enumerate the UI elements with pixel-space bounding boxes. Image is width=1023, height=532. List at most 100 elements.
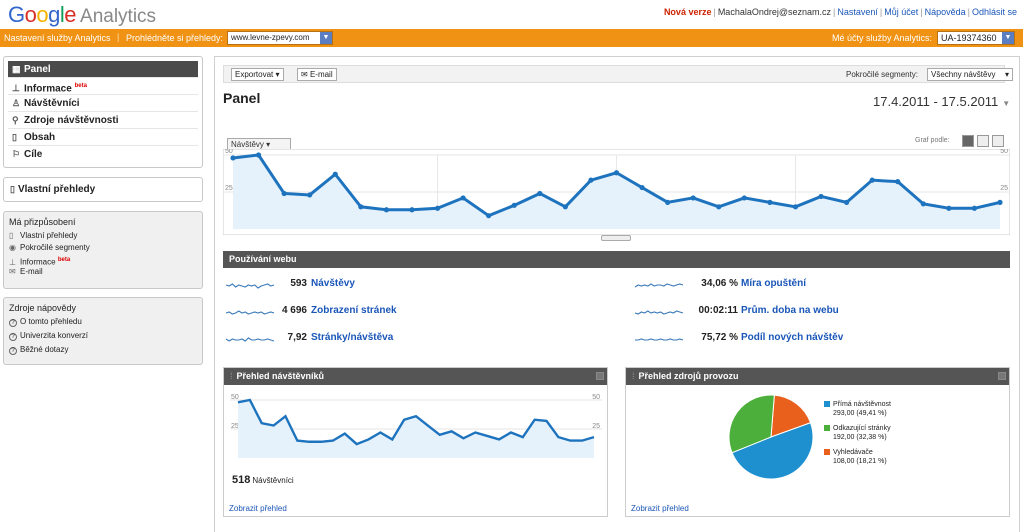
- area-fill: [238, 400, 594, 458]
- drag-grip-icon: ⁞: [230, 371, 233, 381]
- date-range-picker[interactable]: 17.4.2011 - 17.5.2011 ▼: [873, 94, 1010, 109]
- data-point[interactable]: [920, 201, 926, 207]
- graph-month-button[interactable]: [992, 135, 1004, 147]
- sidebar-item-traffic-sources[interactable]: ⚲ Zdroje návštěvnosti: [8, 112, 198, 129]
- widget-header[interactable]: ⁞ Přehled návštěvníků: [224, 368, 607, 385]
- sidebar-item-goals[interactable]: ⚐ Cíle: [8, 146, 198, 163]
- data-point[interactable]: [997, 199, 1003, 205]
- traffic-sources-widget: ⁞ Přehled zdrojů provozu Přímá návštěvnos…: [625, 367, 1010, 517]
- data-point[interactable]: [971, 205, 978, 211]
- sparkline: [225, 283, 275, 289]
- data-point[interactable]: [844, 199, 850, 205]
- metric-value: 34,06 %: [701, 278, 738, 289]
- metric-label-link[interactable]: Prům. doba na webu: [741, 305, 839, 316]
- help-about-report[interactable]: ? O tomto přehledu: [9, 316, 197, 328]
- metric-label-link[interactable]: Stránky/návštěva: [311, 332, 394, 343]
- data-point[interactable]: [230, 155, 236, 161]
- google-analytics-logo[interactable]: Google Analytics: [8, 2, 156, 28]
- graph-day-button[interactable]: [962, 135, 974, 147]
- account-select[interactable]: UA-19374360 ▼: [937, 31, 1015, 45]
- new-version-link[interactable]: Nová verze: [663, 7, 712, 17]
- data-point[interactable]: [741, 195, 747, 201]
- pie-slice[interactable]: [770, 394, 812, 438]
- chevron-down-icon: ▼: [1002, 99, 1011, 108]
- data-point[interactable]: [613, 170, 620, 176]
- service-settings-link[interactable]: Nastavení služby Analytics: [4, 33, 111, 43]
- data-point[interactable]: [767, 199, 773, 205]
- customization-email[interactable]: ✉ E-mail: [9, 266, 197, 278]
- data-point[interactable]: [434, 205, 441, 211]
- help-link[interactable]: Nápověda: [924, 7, 966, 17]
- metric-label-link[interactable]: Zobrazení stránek: [311, 305, 397, 316]
- legend-item: Přímá návštěvnost 293,00 (49,41 %): [824, 400, 891, 418]
- help-conversion-university[interactable]: ? Univerzita konverzí: [9, 330, 197, 342]
- question-icon: ?: [9, 319, 17, 327]
- help-resources-box: Zdroje nápovědy ? O tomto přehledu ? Unive…: [3, 297, 203, 365]
- data-point[interactable]: [537, 190, 543, 197]
- chart-resize-handle[interactable]: [601, 235, 631, 241]
- segments-select[interactable]: Všechny návštěvy ▾: [927, 68, 1013, 81]
- export-button[interactable]: Exportovat ▾: [231, 68, 284, 81]
- data-point[interactable]: [946, 205, 952, 211]
- legend-item: Odkazující stránky 192,00 (32,38 %): [824, 424, 891, 442]
- customization-advanced-segments[interactable]: ◉ Pokročilé segmenty: [9, 242, 197, 254]
- logout-link[interactable]: Odhlásit se: [971, 7, 1017, 17]
- sparkline-chart: [634, 310, 684, 315]
- data-point[interactable]: [486, 213, 492, 219]
- data-point[interactable]: [588, 177, 594, 183]
- customization-custom-reports[interactable]: ▯ Vlastní přehledy: [9, 230, 197, 242]
- data-point[interactable]: [383, 207, 389, 213]
- data-point[interactable]: [869, 177, 875, 183]
- report-icon: ▯: [9, 231, 14, 240]
- close-icon[interactable]: [998, 372, 1006, 380]
- pie-slice[interactable]: [728, 394, 775, 454]
- data-point[interactable]: [460, 195, 466, 201]
- my-account-link[interactable]: Můj účet: [884, 7, 919, 17]
- close-icon[interactable]: [596, 372, 604, 380]
- data-point[interactable]: [690, 195, 696, 201]
- content-icon: ▯: [12, 132, 17, 142]
- legend-value: 293,00 (49,41 %): [833, 410, 887, 417]
- data-point[interactable]: [639, 184, 645, 191]
- data-point[interactable]: [358, 204, 364, 210]
- data-point[interactable]: [562, 204, 568, 210]
- envelope-icon: ✉: [301, 70, 308, 79]
- data-point[interactable]: [409, 207, 415, 213]
- data-point[interactable]: [281, 190, 287, 197]
- y-tick-label: 50: [225, 149, 233, 155]
- question-icon: ?: [9, 333, 17, 341]
- pie-slice[interactable]: [731, 422, 814, 480]
- data-point[interactable]: [307, 192, 313, 198]
- help-faq[interactable]: ? Běžné dotazy: [9, 344, 197, 356]
- customization-intelligence[interactable]: ⊥ Informace beta: [9, 254, 197, 267]
- sidebar-item-content[interactable]: ▯ Obsah: [8, 129, 198, 146]
- legend-value: 192,00 (32,38 %): [833, 434, 887, 441]
- sidebar-item-visitors[interactable]: ♙ Návštěvníci: [8, 95, 198, 112]
- sidebar-item-informace[interactable]: ⊥ Informace beta: [8, 78, 198, 95]
- sidebar-item-panel[interactable]: ▦ Panel: [8, 61, 198, 78]
- data-point[interactable]: [511, 202, 517, 208]
- data-point[interactable]: [818, 193, 824, 200]
- custom-reports-link[interactable]: ▯ Vlastní přehledy: [3, 177, 203, 202]
- metric-label-link[interactable]: Míra opuštění: [741, 278, 807, 289]
- settings-link[interactable]: Nastavení: [837, 7, 878, 17]
- y-tick-label: 25: [1000, 185, 1008, 192]
- metric-label-link[interactable]: Návštěvy: [311, 278, 355, 289]
- sparkline-chart: [225, 283, 275, 289]
- site-select[interactable]: www.levne-zpevy.com ▼: [227, 31, 333, 45]
- data-point[interactable]: [792, 204, 799, 210]
- view-report-link[interactable]: Zobrazit přehled: [631, 504, 689, 513]
- view-report-link[interactable]: Zobrazit přehled: [229, 504, 287, 513]
- visits-chart[interactable]: 2525505010. dubna25. dubna2. května9. kv…: [223, 149, 1010, 235]
- data-point[interactable]: [895, 179, 901, 185]
- sparkline: [634, 310, 684, 315]
- section-title: Používání webu: [229, 254, 297, 264]
- data-point[interactable]: [255, 152, 262, 158]
- metric-label-link[interactable]: Podíl nových návštěv: [741, 332, 844, 343]
- data-point[interactable]: [665, 199, 671, 205]
- widget-header[interactable]: ⁞ Přehled zdrojů provozu: [626, 368, 1009, 385]
- email-button[interactable]: ✉ E-mail: [297, 68, 337, 81]
- data-point[interactable]: [332, 171, 338, 177]
- data-point[interactable]: [716, 204, 722, 210]
- graph-week-button[interactable]: [977, 135, 989, 147]
